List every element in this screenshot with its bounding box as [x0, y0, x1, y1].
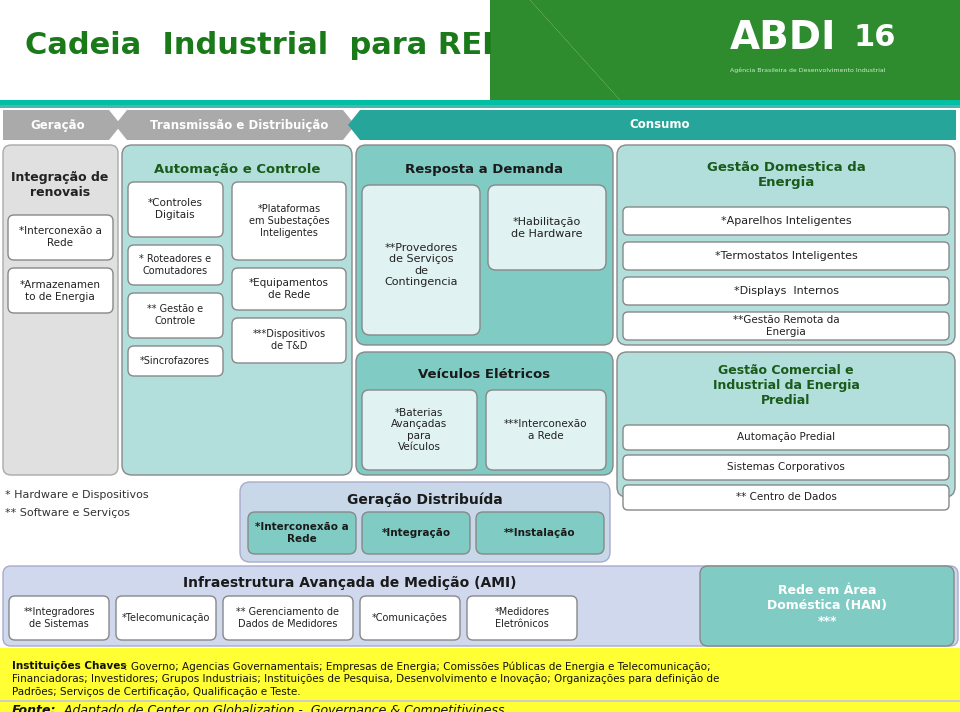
Text: 16: 16	[853, 23, 897, 53]
Text: * Hardware e Dispositivos: * Hardware e Dispositivos	[5, 490, 149, 500]
Text: *Habilitação
de Hardware: *Habilitação de Hardware	[512, 217, 583, 239]
Polygon shape	[115, 110, 355, 140]
Text: *Baterias
Avançadas
para
Veículos: *Baterias Avançadas para Veículos	[391, 407, 447, 452]
Text: Gestão Domestica da
Energia: Gestão Domestica da Energia	[707, 161, 865, 189]
FancyBboxPatch shape	[623, 207, 949, 235]
FancyBboxPatch shape	[9, 596, 109, 640]
FancyBboxPatch shape	[116, 596, 216, 640]
Text: *Displays  Internos: *Displays Internos	[733, 286, 838, 296]
FancyBboxPatch shape	[232, 268, 346, 310]
Text: Cadeia  Industrial  para REI: Cadeia Industrial para REI	[25, 31, 493, 60]
FancyBboxPatch shape	[476, 512, 604, 554]
Text: *Interconexão a
Rede: *Interconexão a Rede	[255, 522, 348, 544]
Text: ABDI: ABDI	[730, 19, 836, 57]
FancyBboxPatch shape	[8, 268, 113, 313]
Text: Integração de
renovais: Integração de renovais	[12, 171, 108, 199]
Text: Resposta a Demanda: Resposta a Demanda	[405, 164, 563, 177]
Polygon shape	[3, 110, 121, 140]
FancyBboxPatch shape	[122, 145, 352, 475]
FancyBboxPatch shape	[362, 185, 480, 335]
FancyBboxPatch shape	[486, 390, 606, 470]
Text: Sistemas Corporativos: Sistemas Corporativos	[727, 462, 845, 472]
Polygon shape	[490, 0, 620, 100]
Text: ***Interconexão
a Rede: ***Interconexão a Rede	[504, 419, 588, 441]
Text: Agência Brasileira de Desenvolvimento Industrial: Agência Brasileira de Desenvolvimento In…	[730, 67, 885, 73]
FancyBboxPatch shape	[623, 455, 949, 480]
Text: *Controles
Digitais: *Controles Digitais	[148, 198, 203, 220]
Text: *Sincrofazores: *Sincrofazores	[140, 356, 210, 366]
Text: Fonte:: Fonte:	[12, 704, 57, 712]
Text: *Interconexão a
Rede: *Interconexão a Rede	[18, 226, 102, 248]
Text: Adaptado de Center on Globalization -  Governance & Competitiviness: Adaptado de Center on Globalization - Go…	[60, 704, 505, 712]
FancyBboxPatch shape	[623, 485, 949, 510]
Text: *Plataformas
em Subestações
Inteligentes: *Plataformas em Subestações Inteligentes	[249, 204, 329, 238]
FancyBboxPatch shape	[128, 293, 223, 338]
Text: *Equipamentos
de Rede: *Equipamentos de Rede	[249, 278, 329, 300]
Text: *Integração: *Integração	[381, 528, 450, 538]
Text: Veículos Elétricos: Veículos Elétricos	[418, 369, 550, 382]
Bar	[0, 648, 960, 712]
Text: * Roteadores e
Comutadores: * Roteadores e Comutadores	[139, 254, 211, 276]
Text: ***Dispositivos
de T&D: ***Dispositivos de T&D	[252, 329, 325, 351]
Polygon shape	[348, 110, 956, 140]
Text: Infraestrutura Avançada de Medição (AMI): Infraestrutura Avançada de Medição (AMI)	[183, 576, 516, 590]
Polygon shape	[530, 0, 960, 100]
Text: ** Gerenciamento de
Dados de Medidores: ** Gerenciamento de Dados de Medidores	[236, 607, 340, 629]
Text: Transmissão e Distribuição: Transmissão e Distribuição	[150, 118, 328, 132]
FancyBboxPatch shape	[623, 277, 949, 305]
Text: **Integradores
de Sistemas: **Integradores de Sistemas	[23, 607, 95, 629]
FancyBboxPatch shape	[8, 215, 113, 260]
Text: Financiadoras; Investidores; Grupos Industriais; Instituições de Pesquisa, Desen: Financiadoras; Investidores; Grupos Indu…	[12, 674, 719, 684]
Text: Geração: Geração	[31, 118, 85, 132]
FancyBboxPatch shape	[240, 482, 610, 562]
FancyBboxPatch shape	[128, 245, 223, 285]
FancyBboxPatch shape	[3, 566, 958, 646]
Text: *Aparelhos Inteligentes: *Aparelhos Inteligentes	[721, 216, 852, 226]
Text: : Governo; Agencias Governamentais; Empresas de Energia; Comissões Públicas de E: : Governo; Agencias Governamentais; Empr…	[124, 661, 710, 671]
FancyBboxPatch shape	[623, 242, 949, 270]
Text: **Provedores
de Serviços
de
Contingencia: **Provedores de Serviços de Contingencia	[384, 243, 458, 288]
FancyBboxPatch shape	[223, 596, 353, 640]
Text: **Instalação: **Instalação	[504, 528, 576, 538]
FancyBboxPatch shape	[356, 145, 613, 345]
Text: *Armazenamen
to de Energia: *Armazenamen to de Energia	[19, 281, 101, 302]
Text: Consumo: Consumo	[630, 118, 690, 132]
Text: Automação Predial: Automação Predial	[737, 432, 835, 442]
FancyBboxPatch shape	[356, 352, 613, 475]
FancyBboxPatch shape	[362, 390, 477, 470]
FancyBboxPatch shape	[232, 318, 346, 363]
Text: Rede em Área
Doméstica (HAN)
***: Rede em Área Doméstica (HAN) ***	[767, 585, 887, 627]
FancyBboxPatch shape	[128, 346, 223, 376]
Text: Instituições Chaves: Instituições Chaves	[12, 661, 127, 671]
Text: Padrões; Serviços de Certificação, Qualificação e Teste.: Padrões; Serviços de Certificação, Quali…	[12, 687, 300, 697]
Text: *Telecomunicação: *Telecomunicação	[122, 613, 210, 623]
Text: *Termostatos Inteligentes: *Termostatos Inteligentes	[714, 251, 857, 261]
FancyBboxPatch shape	[3, 145, 118, 475]
FancyBboxPatch shape	[128, 182, 223, 237]
Bar	[0, 105, 960, 108]
Text: ** Centro de Dados: ** Centro de Dados	[735, 492, 836, 502]
FancyBboxPatch shape	[248, 512, 356, 554]
FancyBboxPatch shape	[488, 185, 606, 270]
Text: *Comunicações: *Comunicações	[372, 613, 448, 623]
Text: *Medidores
Eletrônicos: *Medidores Eletrônicos	[494, 607, 549, 629]
Text: **Gestão Remota da
Energia: **Gestão Remota da Energia	[732, 315, 839, 337]
FancyBboxPatch shape	[362, 512, 470, 554]
Text: ** Software e Serviços: ** Software e Serviços	[5, 508, 130, 518]
Bar	[0, 100, 960, 105]
FancyBboxPatch shape	[623, 425, 949, 450]
Bar	[0, 700, 960, 702]
FancyBboxPatch shape	[360, 596, 460, 640]
Text: Gestão Comercial e
Industrial da Energia
Predial: Gestão Comercial e Industrial da Energia…	[712, 364, 859, 407]
FancyBboxPatch shape	[617, 145, 955, 345]
FancyBboxPatch shape	[617, 352, 955, 497]
FancyBboxPatch shape	[623, 312, 949, 340]
FancyBboxPatch shape	[467, 596, 577, 640]
FancyBboxPatch shape	[700, 566, 954, 646]
Text: Automação e Controle: Automação e Controle	[154, 164, 321, 177]
FancyBboxPatch shape	[232, 182, 346, 260]
Text: ** Gestão e
Controle: ** Gestão e Controle	[147, 304, 204, 326]
Text: Geração Distribuída: Geração Distribuída	[348, 493, 503, 507]
